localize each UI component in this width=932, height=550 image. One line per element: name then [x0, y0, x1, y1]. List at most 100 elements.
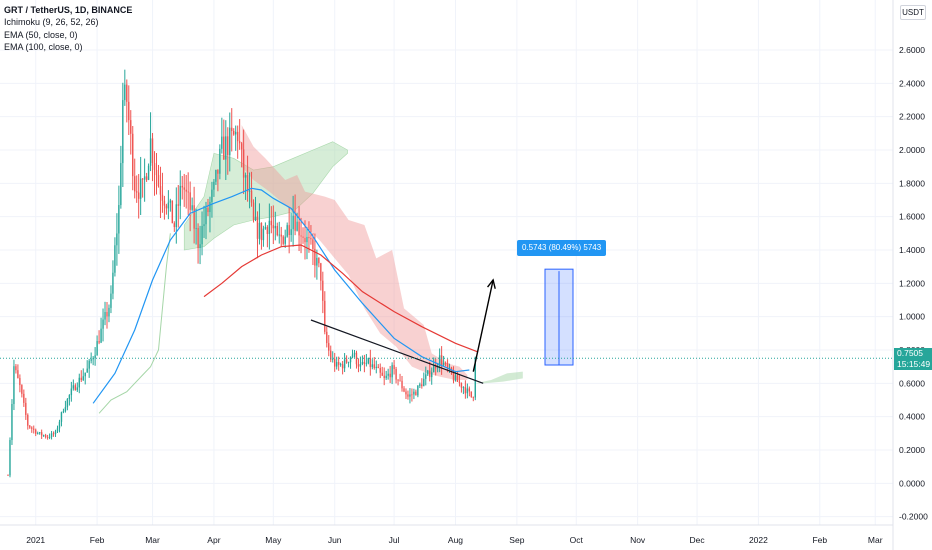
- candle-body: [254, 216, 257, 220]
- candle-body: [389, 373, 391, 378]
- candle-body: [165, 205, 168, 209]
- trend-line: [310, 319, 484, 384]
- candle-body: [122, 100, 124, 164]
- candle-body: [203, 224, 205, 227]
- candle-body: [238, 141, 241, 144]
- candle-body: [304, 237, 306, 243]
- x-tick-label: Mar: [145, 535, 160, 545]
- candles: [7, 69, 476, 478]
- candle-body: [258, 222, 261, 239]
- candle-body: [102, 319, 104, 329]
- candle-body: [191, 205, 193, 210]
- ichimoku-cloud-bearish: [241, 125, 468, 380]
- candle-body: [343, 359, 346, 369]
- y-tick-label: -0.2000: [899, 512, 928, 522]
- candle-body: [38, 432, 41, 434]
- y-tick-label: 1.8000: [899, 178, 925, 188]
- candle-body: [442, 362, 445, 366]
- candle-body: [242, 149, 245, 178]
- y-tick-label: 1.2000: [899, 278, 925, 288]
- x-tick-label: May: [265, 535, 282, 545]
- candle-body: [460, 382, 463, 388]
- price-range-label[interactable]: 0.5743 (80.49%) 5743: [517, 240, 607, 256]
- candle-body: [250, 190, 253, 203]
- candle-body: [72, 385, 75, 389]
- x-tick-label: Oct: [570, 535, 584, 545]
- candle-body: [15, 366, 17, 371]
- candle-body: [31, 427, 33, 429]
- projection-arrow: [472, 279, 494, 372]
- candle-body: [78, 377, 80, 388]
- candle-body: [11, 404, 13, 441]
- candle-body: [405, 391, 407, 395]
- candle-body: [215, 169, 217, 182]
- candle-body: [244, 175, 247, 178]
- candle-body: [207, 207, 209, 213]
- indicator-ichimoku[interactable]: Ichimoku (9, 26, 52, 26): [4, 17, 99, 28]
- candle-body: [183, 187, 185, 190]
- candle-body: [161, 194, 164, 201]
- y-tick-label: 2.4000: [899, 78, 925, 88]
- candle-body: [221, 136, 223, 149]
- candle-body: [169, 200, 172, 203]
- candle-body: [235, 131, 237, 135]
- y-tick-label: 0.4000: [899, 412, 925, 422]
- projection-arrow-head: [487, 278, 496, 289]
- candle-body: [9, 440, 11, 476]
- candle-body: [173, 223, 176, 228]
- indicator-ema-100[interactable]: EMA (100, close, 0): [4, 42, 83, 53]
- candle-body: [326, 331, 328, 344]
- candle-body: [35, 429, 37, 434]
- candle-body: [126, 84, 128, 102]
- currency-unit-button[interactable]: USDT: [900, 5, 926, 20]
- candle-body: [145, 176, 148, 180]
- candle-body: [365, 363, 368, 365]
- x-tick-label: Mar: [868, 535, 883, 545]
- candle-body: [375, 366, 377, 368]
- bar-countdown-tag: 15:15:49: [894, 359, 932, 370]
- candle-body: [88, 360, 90, 369]
- candle-body: [62, 411, 65, 413]
- candle-body: [139, 178, 142, 199]
- candle-body: [229, 127, 231, 156]
- candle-body: [462, 387, 465, 389]
- candle-body: [155, 169, 158, 176]
- candle-body: [280, 234, 282, 237]
- candle-body: [383, 375, 385, 379]
- candle-body: [302, 236, 304, 238]
- candle-body: [415, 391, 417, 396]
- candle-body: [217, 169, 219, 174]
- candle-body: [98, 341, 100, 343]
- candle-body: [429, 370, 431, 378]
- candle-body: [395, 368, 397, 380]
- candle-body: [185, 189, 187, 192]
- candle-body: [363, 361, 366, 364]
- candle-body: [431, 372, 433, 378]
- candle-body: [377, 366, 379, 369]
- candle-body: [454, 375, 457, 381]
- candle-body: [466, 388, 469, 394]
- candle-body: [19, 378, 21, 386]
- candle-body: [56, 428, 59, 432]
- candle-body: [193, 205, 195, 229]
- symbol-title[interactable]: GRT / TetherUS, 1D, BINANCE: [4, 5, 133, 15]
- candle-body: [425, 374, 427, 379]
- candle-body: [284, 236, 286, 244]
- candle-body: [282, 236, 284, 244]
- candle-body: [7, 475, 9, 476]
- candle-body: [94, 355, 96, 359]
- x-tick-label: Feb: [812, 535, 827, 545]
- indicator-ema-50[interactable]: EMA (50, close, 0): [4, 29, 78, 40]
- candle-body: [25, 402, 27, 415]
- candle-body: [40, 432, 43, 436]
- candle-body: [106, 312, 108, 317]
- candle-body: [114, 245, 116, 273]
- x-tick-label: Dec: [689, 535, 705, 545]
- candle-body: [128, 101, 130, 121]
- candle-body: [448, 367, 451, 369]
- candle-body: [316, 257, 318, 266]
- candle-body: [347, 362, 350, 364]
- candle-body: [157, 175, 160, 187]
- candle-body: [337, 362, 340, 365]
